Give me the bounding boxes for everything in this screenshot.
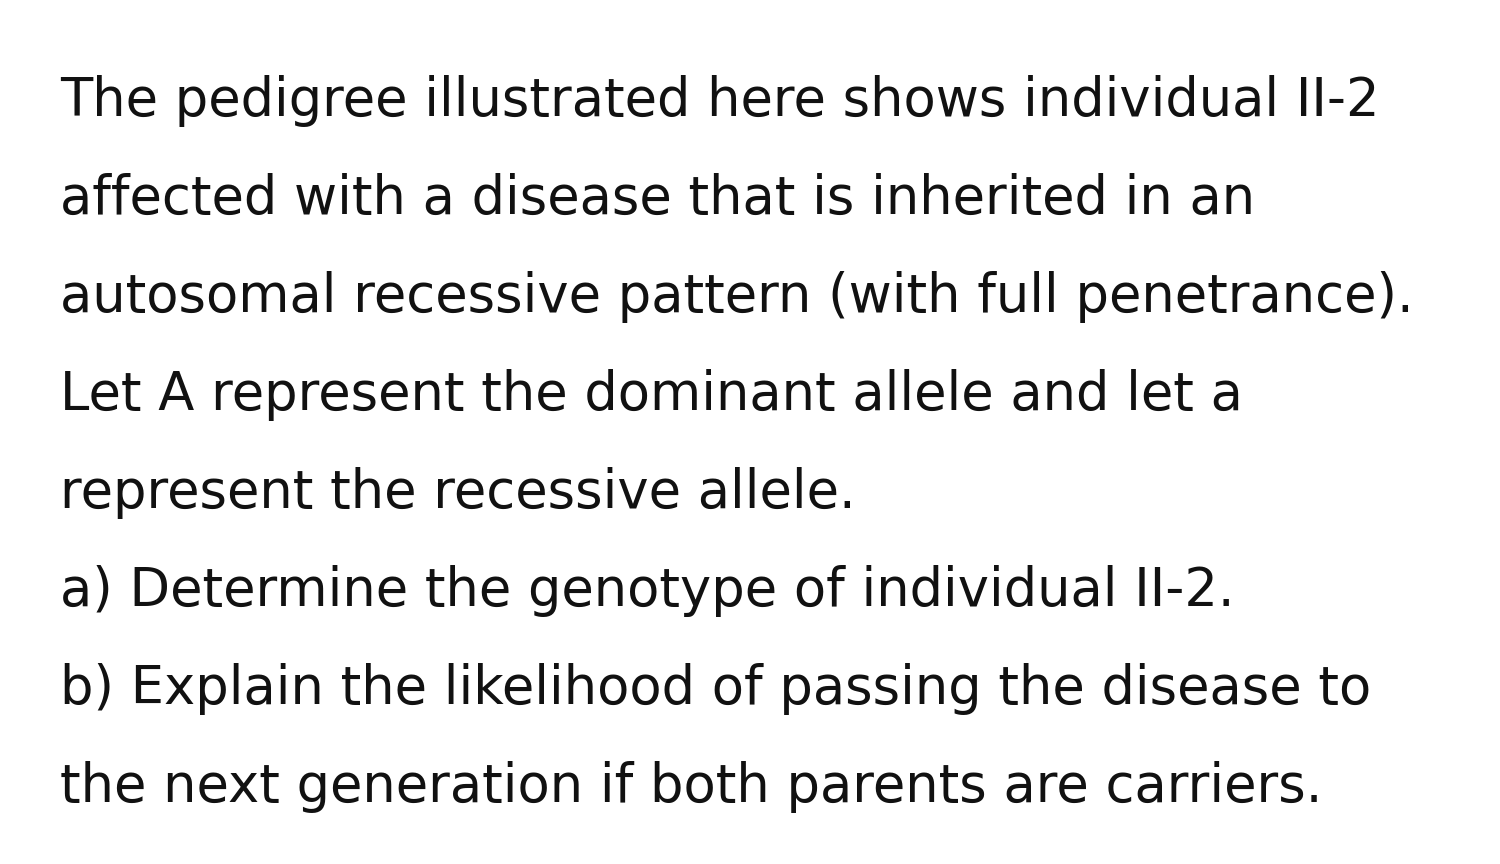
Text: autosomal recessive pattern (with full penetrance).: autosomal recessive pattern (with full p… bbox=[60, 271, 1413, 323]
Text: a) Determine the genotype of individual II-2.: a) Determine the genotype of individual … bbox=[60, 565, 1234, 617]
Text: represent the recessive allele.: represent the recessive allele. bbox=[60, 467, 855, 519]
Text: Let A represent the dominant allele and let a: Let A represent the dominant allele and … bbox=[60, 369, 1243, 421]
Text: the next generation if both parents are carriers.: the next generation if both parents are … bbox=[60, 761, 1323, 813]
Text: The pedigree illustrated here shows individual II-2: The pedigree illustrated here shows indi… bbox=[60, 75, 1380, 127]
Text: b) Explain the likelihood of passing the disease to: b) Explain the likelihood of passing the… bbox=[60, 663, 1371, 715]
Text: affected with a disease that is inherited in an: affected with a disease that is inherite… bbox=[60, 173, 1256, 225]
